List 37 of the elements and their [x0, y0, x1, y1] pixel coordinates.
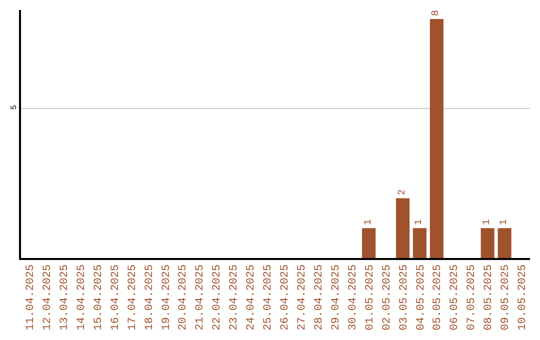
x-tick-label: 20.04.2025: [178, 264, 190, 330]
x-tick-label: 24.04.2025: [246, 264, 258, 330]
y-tick-label: 5: [10, 104, 19, 110]
x-tick-label: 06.05.2025: [449, 264, 462, 330]
x-tick-label: 15.04.2025: [92, 264, 105, 330]
data-label: 2: [397, 189, 408, 196]
x-tick-label: 27.04.2025: [296, 264, 309, 330]
data-label: 8: [431, 10, 442, 16]
x-tick-label: 16.04.2025: [110, 264, 122, 330]
x-tick-label: 25.04.2025: [262, 264, 275, 330]
x-tick-label: 23.04.2025: [228, 264, 241, 330]
x-tick-label: 29.04.2025: [330, 264, 342, 330]
x-tick-label: 13.04.2025: [58, 264, 71, 330]
x-tick-label: 21.04.2025: [194, 264, 207, 330]
data-label: 1: [482, 219, 494, 226]
x-tick-label: 01.05.2025: [364, 264, 376, 330]
x-tick-label: 02.05.2025: [381, 264, 394, 330]
x-tick-label: 28.04.2025: [313, 264, 326, 330]
x-tick-label: 22.04.2025: [212, 264, 224, 330]
x-tick-label: 04.05.2025: [415, 264, 428, 330]
x-tick-label: 19.04.2025: [160, 264, 173, 330]
x-tick-label: 14.04.2025: [76, 264, 88, 330]
x-tick-label: 08.05.2025: [483, 264, 496, 330]
x-tick-label: 12.04.2025: [42, 264, 54, 330]
x-tick-label: 30.04.2025: [347, 264, 360, 330]
x-tick-label: 05.05.2025: [432, 264, 444, 330]
x-tick-label: 26.04.2025: [280, 264, 292, 330]
x-tick-label: 03.05.2025: [398, 264, 410, 330]
x-tick-label: 11.04.2025: [25, 264, 38, 330]
x-tick-label: 10.05.2025: [517, 264, 530, 330]
x-tick-label: 07.05.2025: [466, 264, 478, 330]
x-tick-label: 18.04.2025: [144, 264, 156, 330]
data-label: 1: [499, 219, 510, 226]
x-tick-label: 09.05.2025: [500, 264, 512, 330]
data-label: 1: [363, 219, 374, 226]
data-label: 1: [414, 219, 426, 226]
x-tick-label: 17.04.2025: [126, 264, 139, 330]
